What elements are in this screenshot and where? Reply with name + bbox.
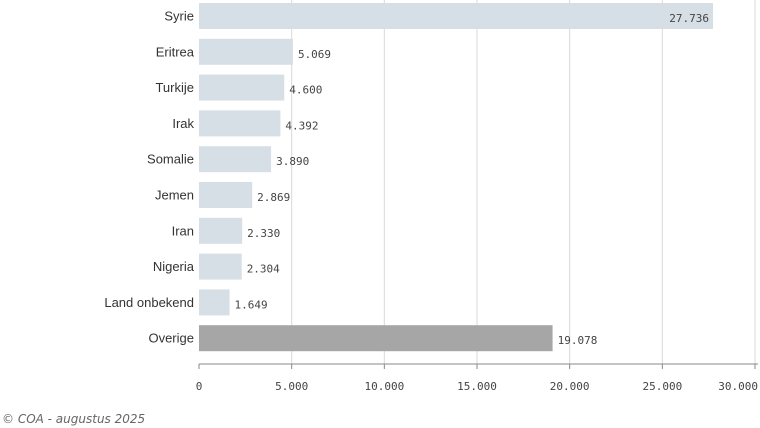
category-label: Somalie — [147, 152, 194, 167]
bar-syrie — [199, 3, 714, 29]
x-tick-label: 15.000 — [457, 380, 497, 393]
category-label: Nigeria — [153, 259, 195, 274]
bar-overige — [199, 325, 553, 352]
category-label: Turkije — [155, 80, 194, 95]
bar-turkije — [199, 74, 285, 101]
bar-irak — [199, 110, 281, 137]
category-labels: Syrie Eritrea Turkije Irak Somalie Jemen Iran N… — [104, 9, 194, 346]
x-tick-label: 10.000 — [364, 380, 404, 393]
value-label: 4.600 — [289, 84, 322, 97]
value-label: 2.869 — [257, 191, 290, 204]
value-label: 2.304 — [247, 263, 280, 276]
bar-eritrea — [199, 38, 293, 65]
category-label: Irak — [172, 116, 194, 131]
bar-nigeria — [199, 253, 242, 280]
source-credit: © COA - augustus 2025 — [2, 412, 146, 426]
value-label: 3.890 — [276, 155, 309, 168]
category-label: Iran — [172, 223, 194, 238]
value-label: 19.078 — [558, 334, 598, 347]
x-axis: 0 5.000 10.000 15.000 20.000 25.000 30.000 — [196, 363, 758, 393]
bar-somalie — [199, 146, 272, 173]
bar-land-onbekend — [199, 289, 230, 316]
value-label: 2.330 — [247, 227, 280, 240]
bar-iran — [199, 217, 243, 244]
bar-jemen — [199, 182, 253, 208]
x-tick-label: 0 — [196, 380, 203, 393]
category-label: Syrie — [164, 9, 194, 24]
value-labels: 27.736 5.069 4.600 4.392 3.890 2.869 2.330 2.30… — [235, 12, 709, 347]
value-label: 5.069 — [298, 48, 331, 61]
category-label: Eritrea — [156, 44, 195, 59]
category-label: Overige — [148, 331, 194, 346]
category-label: Land onbekend — [104, 295, 194, 310]
bars — [199, 3, 714, 352]
grid-lines — [291, 0, 756, 364]
x-tick-label: 5.000 — [275, 380, 308, 393]
x-tick-label: 30.000 — [718, 380, 758, 393]
value-label: 27.736 — [669, 12, 709, 25]
x-tick-label: 20.000 — [550, 380, 590, 393]
x-tick-label: 25.000 — [642, 380, 682, 393]
value-label: 4.392 — [285, 119, 318, 132]
value-label: 1.649 — [235, 298, 268, 311]
category-label: Jemen — [155, 188, 194, 203]
